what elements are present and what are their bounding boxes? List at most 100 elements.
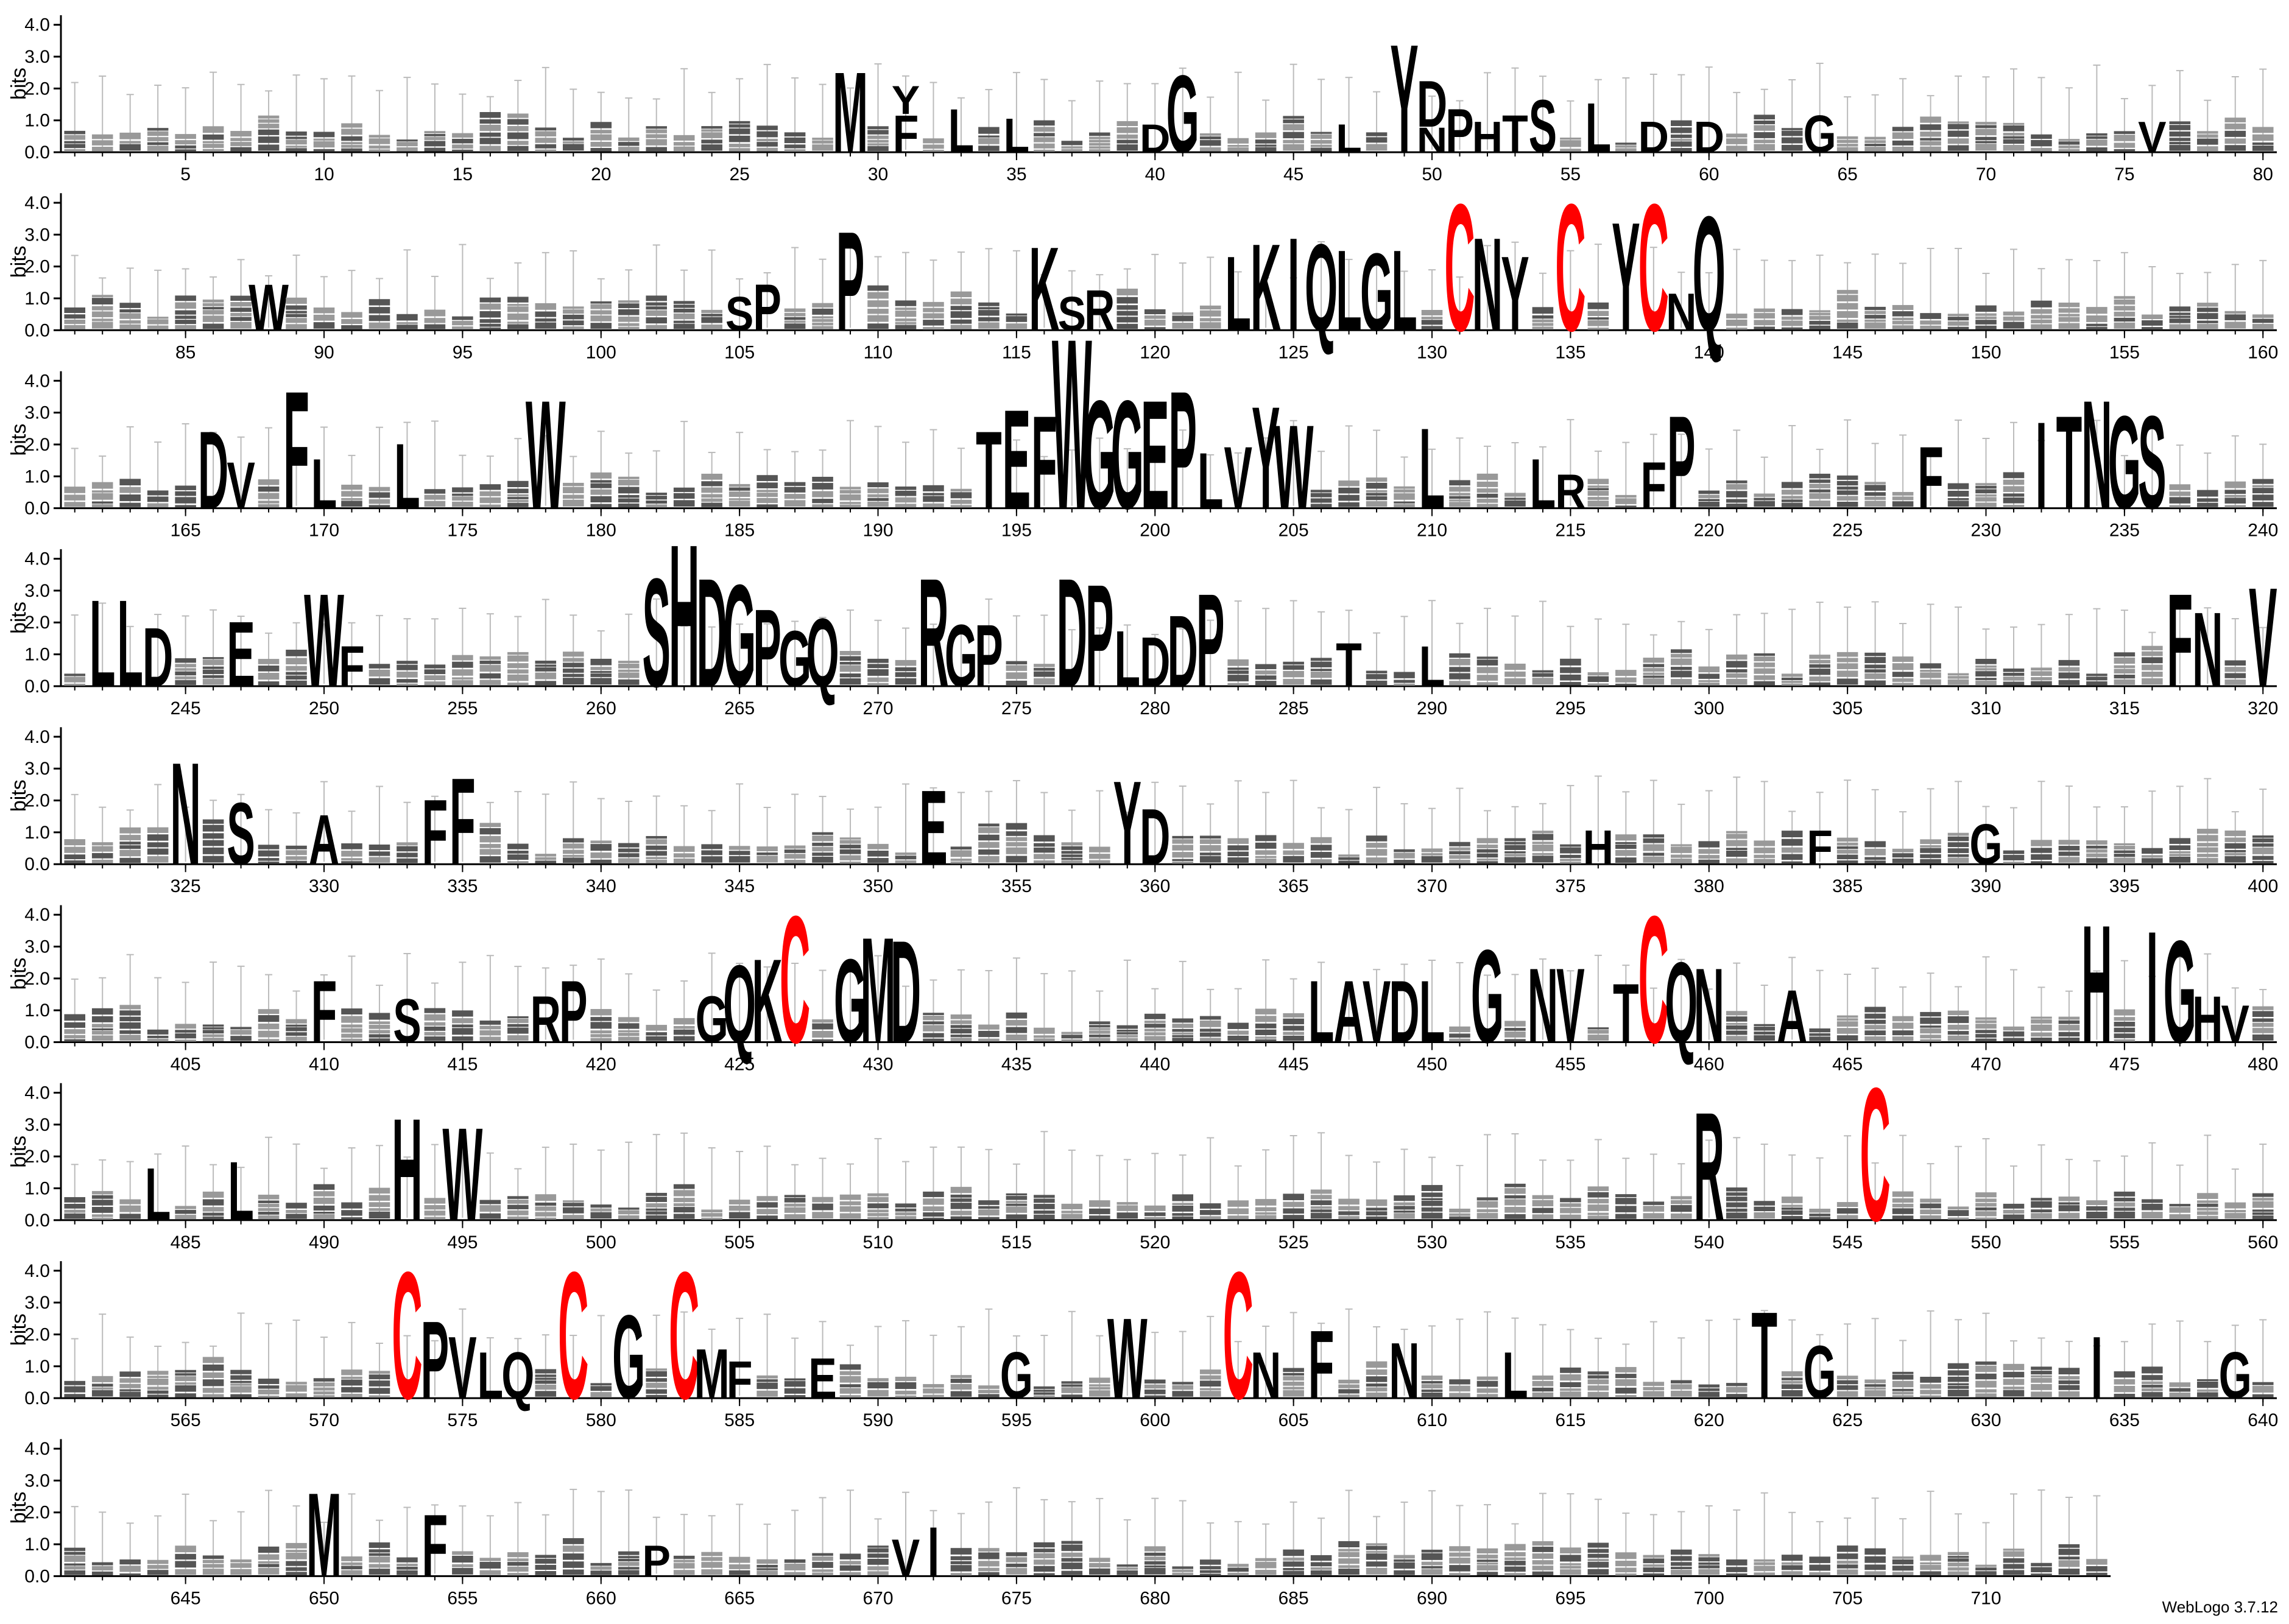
logo-noise — [812, 318, 833, 322]
logo-noise — [895, 1395, 917, 1398]
logo-noise — [119, 845, 141, 849]
logo-noise — [1698, 841, 1720, 848]
logo-noise — [202, 1216, 224, 1220]
logo-noise — [1172, 1032, 1194, 1035]
logo-noise — [812, 477, 833, 482]
logo-noise — [1781, 681, 1803, 683]
logo-noise — [1199, 839, 1221, 844]
logo-noise — [978, 135, 1000, 138]
logo-noise — [341, 1562, 362, 1566]
logo-noise — [1864, 664, 1886, 669]
logo-noise — [1975, 1207, 1997, 1211]
logo-noise — [950, 298, 972, 304]
logo-noise — [2031, 1209, 2052, 1212]
logo-noise — [1199, 1016, 1221, 1020]
y-axis-label: bits — [7, 245, 30, 278]
x-tick-label: 410 — [309, 1055, 339, 1075]
logo-noise — [2031, 1019, 2052, 1024]
logo-noise — [1366, 857, 1388, 863]
logo-noise — [2031, 1366, 2052, 1370]
logo-noise — [950, 499, 972, 504]
logo-noise — [313, 1378, 335, 1382]
logo-noise — [1283, 1025, 1304, 1031]
logo-letter-g: G — [945, 607, 978, 706]
logo-noise — [1089, 1568, 1110, 1575]
logo-noise — [341, 1570, 362, 1575]
logo-noise — [646, 835, 667, 839]
logo-noise — [369, 1034, 390, 1038]
logo-noise — [1310, 139, 1332, 144]
logo-noise — [2197, 303, 2218, 307]
x-tick-label: 85 — [175, 342, 196, 362]
logo-noise — [341, 1038, 362, 1042]
logo-noise — [202, 1555, 224, 1559]
logo-noise — [1587, 317, 1609, 320]
logo-noise — [202, 1559, 224, 1564]
logo-noise — [646, 845, 667, 850]
logo-noise — [2197, 313, 2218, 320]
x-tick-label: 525 — [1279, 1232, 1309, 1253]
logo-noise — [175, 1039, 196, 1042]
logo-noise — [91, 1024, 113, 1028]
logo-noise — [1061, 1032, 1083, 1035]
x-tick-label: 660 — [586, 1588, 616, 1608]
logo-noise — [1836, 1385, 1858, 1390]
logo-noise — [757, 1202, 778, 1208]
logo-noise — [590, 1017, 612, 1021]
logo-noise — [1587, 683, 1609, 686]
logo-noise — [535, 1202, 557, 1206]
logo-noise — [258, 1546, 280, 1553]
logo-noise — [563, 1569, 584, 1575]
logo-noise — [950, 1391, 972, 1397]
logo-noise — [397, 661, 418, 664]
logo-noise — [867, 300, 889, 308]
logo-letter-w: W — [443, 1100, 483, 1249]
logo-noise — [1671, 1390, 1692, 1397]
logo-noise — [1864, 306, 1886, 311]
logo-noise — [1560, 859, 1581, 862]
logo-noise — [590, 504, 612, 508]
logo-noise — [1754, 1206, 1775, 1212]
logo-noise — [479, 823, 501, 828]
logo-noise — [1421, 1566, 1443, 1569]
logo-noise — [1255, 144, 1277, 147]
logo-noise — [1754, 847, 1775, 854]
logo-noise — [202, 819, 224, 824]
logo-noise — [1283, 144, 1304, 151]
logo-noise — [867, 669, 889, 676]
x-tick-label: 450 — [1417, 1055, 1447, 1075]
logo-letter-k: K — [752, 935, 782, 1069]
x-tick-label: 440 — [1140, 1055, 1170, 1075]
logo-noise — [369, 1021, 390, 1024]
logo-noise — [1587, 1375, 1609, 1379]
logo-noise — [1421, 1549, 1443, 1553]
logo-noise — [2031, 1016, 2052, 1019]
logo-noise — [728, 483, 750, 487]
logo-noise — [1199, 1570, 1221, 1573]
logo-noise — [646, 857, 667, 860]
logo-letter-g: G — [1804, 1330, 1836, 1415]
logo-noise — [1809, 664, 1830, 668]
x-tick-label: 665 — [724, 1588, 755, 1608]
logo-noise — [64, 683, 86, 686]
logo-noise — [1283, 1201, 1304, 1207]
logo-noise — [1754, 497, 1775, 501]
logo-noise — [2031, 840, 2052, 846]
logo-noise — [1504, 1031, 1526, 1038]
logo-noise — [147, 848, 169, 855]
logo-noise — [1836, 502, 1858, 507]
logo-noise — [1920, 1028, 1941, 1034]
logo-noise — [397, 1557, 418, 1562]
x-tick-label: 105 — [724, 342, 755, 362]
logo-noise — [867, 843, 889, 849]
logo-noise — [950, 1203, 972, 1209]
logo-noise — [1920, 669, 1941, 672]
logo-noise — [728, 1212, 750, 1219]
logo-noise — [175, 1373, 196, 1376]
logo-noise — [64, 130, 86, 135]
logo-noise — [2114, 850, 2136, 853]
logo-noise — [701, 129, 722, 132]
logo-noise — [1836, 1380, 1858, 1385]
logo-noise — [646, 1208, 667, 1211]
logo-noise — [618, 1551, 640, 1555]
